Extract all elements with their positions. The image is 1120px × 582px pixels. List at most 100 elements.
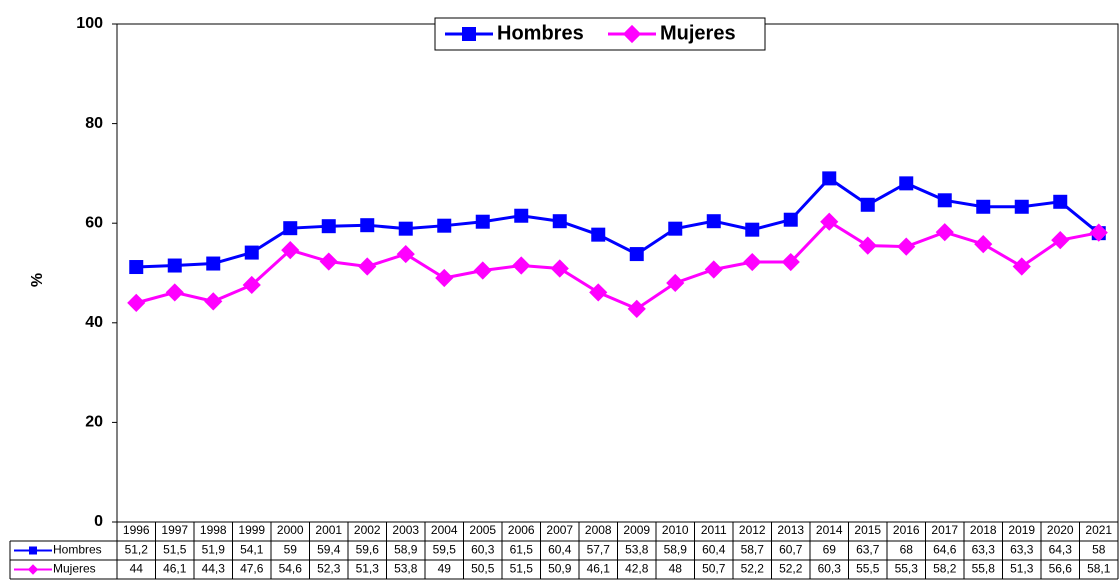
x-tick-label: 2015 (854, 523, 881, 537)
table-cell: 42,8 (625, 562, 649, 576)
table-cell: 60,3 (471, 543, 495, 557)
table-cell: 52,3 (317, 562, 341, 576)
table-cell: 59,5 (433, 543, 457, 557)
table-cell: 58,7 (741, 543, 765, 557)
table-cell: 55,5 (856, 562, 880, 576)
table-cell: 54,1 (240, 543, 264, 557)
marker (435, 268, 454, 288)
marker (704, 260, 723, 279)
legend-label: Hombres (497, 22, 584, 44)
table-cell: 47,6 (240, 562, 264, 576)
marker (1089, 223, 1108, 242)
marker (743, 252, 762, 272)
marker (398, 221, 413, 236)
marker (360, 218, 375, 233)
table-cell: 61,5 (510, 543, 534, 557)
legend-label: Mujeres (660, 22, 736, 44)
x-tick-label: 2014 (816, 523, 843, 537)
table-cell: 58,1 (1087, 562, 1111, 576)
table-cell: 50,7 (702, 562, 726, 576)
marker (29, 546, 37, 555)
table-cell: 50,5 (471, 562, 495, 576)
marker (552, 214, 567, 229)
table-cell: 60,3 (818, 562, 842, 576)
table-cell: 55,8 (972, 562, 996, 576)
marker (127, 293, 146, 312)
table-cell: 56,6 (1049, 562, 1073, 576)
marker (1012, 257, 1031, 276)
table-cell: 63,3 (972, 543, 996, 557)
table-cell: 50,9 (548, 562, 572, 576)
table-cell: 51,3 (1010, 562, 1034, 576)
marker (622, 24, 642, 44)
table-cell: 51,5 (510, 562, 534, 576)
marker (899, 176, 914, 191)
marker (591, 227, 606, 242)
table-cell: 49 (438, 562, 452, 576)
marker (897, 237, 916, 256)
marker (165, 283, 184, 302)
marker (283, 221, 298, 236)
table-cell: 60,4 (702, 543, 726, 557)
marker (437, 218, 452, 233)
marker (974, 235, 993, 254)
marker (1053, 194, 1068, 209)
marker (858, 236, 877, 255)
y-tick-label: 80 (85, 115, 103, 132)
marker (167, 258, 182, 273)
x-tick-label: 2000 (277, 523, 304, 537)
marker (27, 564, 39, 575)
marker (1051, 231, 1070, 250)
marker (666, 273, 685, 293)
marker (935, 223, 954, 242)
x-tick-label: 2003 (392, 523, 419, 537)
marker (396, 244, 415, 264)
x-tick-label: 2018 (970, 523, 997, 537)
x-tick-label: 2012 (739, 523, 766, 537)
marker (706, 214, 721, 229)
table-cell: 60,4 (548, 543, 572, 557)
x-tick-label: 2008 (585, 523, 612, 537)
x-tick-label: 2010 (662, 523, 689, 537)
table-cell: 44,3 (202, 562, 226, 576)
x-tick-label: 1998 (200, 523, 227, 537)
x-tick-label: 2009 (623, 523, 650, 537)
x-tick-label: 2004 (431, 523, 458, 537)
table-cell: 58,9 (394, 543, 418, 557)
table-cell: 46,1 (163, 562, 187, 576)
marker (358, 257, 377, 276)
table-cell: 55,3 (895, 562, 919, 576)
marker (820, 212, 839, 231)
marker (129, 260, 144, 275)
table-cell: 54,6 (279, 562, 303, 576)
x-tick-label: 2007 (546, 523, 573, 537)
series-line (136, 176, 1100, 269)
marker (321, 219, 336, 234)
table-cell: 44 (130, 562, 144, 576)
table-cell: 58 (1092, 543, 1106, 557)
marker (745, 222, 760, 237)
marker (822, 171, 837, 186)
table-cell: 57,7 (587, 543, 611, 557)
x-tick-label: 2002 (354, 523, 381, 537)
marker (783, 212, 798, 227)
marker (629, 247, 644, 262)
table-cell: 51,3 (356, 562, 380, 576)
table-cell: 59 (284, 543, 298, 557)
marker (512, 256, 531, 275)
x-tick-label: 2005 (469, 523, 496, 537)
table-cell: 60,7 (779, 543, 803, 557)
table-cell: 63,7 (856, 543, 880, 557)
y-tick-label: 60 (85, 214, 103, 231)
marker (281, 240, 300, 260)
marker (550, 259, 569, 278)
x-tick-label: 2011 (701, 523, 727, 537)
x-tick-label: 2006 (508, 523, 535, 537)
table-cell: 51,5 (163, 543, 187, 557)
table-cell: 68 (900, 543, 914, 557)
marker (462, 27, 476, 41)
table-cell: 51,9 (202, 543, 226, 557)
marker (514, 208, 529, 223)
table-cell: 59,4 (317, 543, 341, 557)
